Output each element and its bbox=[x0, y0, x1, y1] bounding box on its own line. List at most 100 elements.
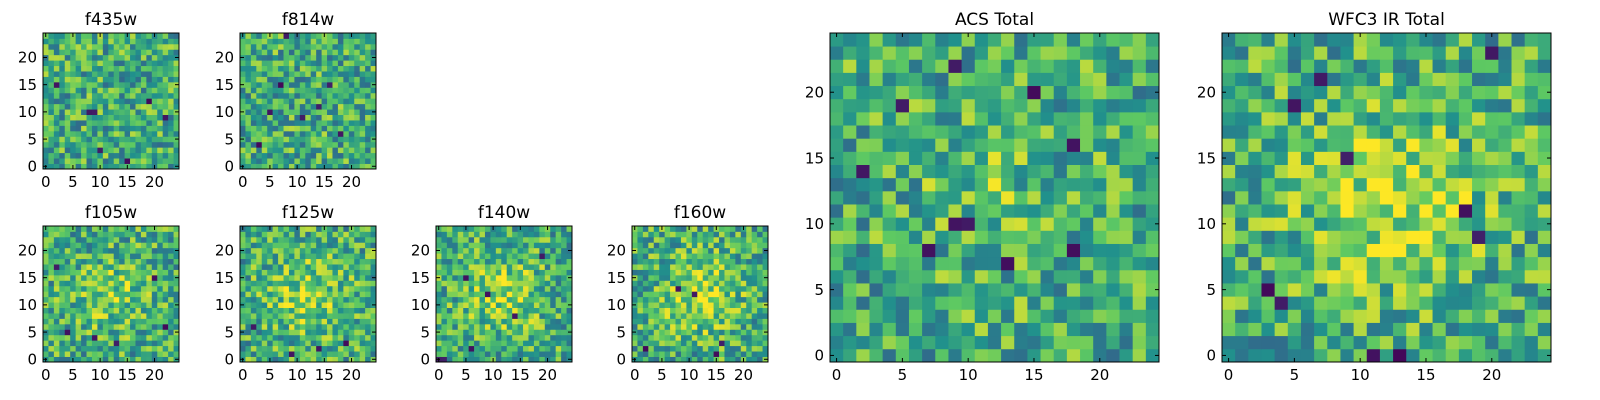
heatmap-cell bbox=[168, 291, 174, 298]
heatmap-cell bbox=[670, 351, 676, 357]
heatmap-cell bbox=[474, 345, 480, 352]
heatmap-cell bbox=[321, 92, 328, 99]
heatmap-cell bbox=[119, 54, 125, 61]
heatmap-cell bbox=[697, 307, 704, 314]
heatmap-cell bbox=[1458, 230, 1473, 244]
heatmap-cell bbox=[637, 280, 644, 287]
heatmap-cell bbox=[135, 291, 142, 298]
heatmap-cell bbox=[278, 163, 284, 170]
heatmap-cell bbox=[256, 291, 263, 298]
heatmap-cell bbox=[1314, 164, 1328, 179]
heatmap-cell bbox=[922, 348, 936, 363]
heatmap-cell bbox=[245, 71, 252, 77]
heatmap-cell bbox=[517, 334, 524, 341]
heatmap-cell bbox=[1235, 177, 1249, 192]
heatmap-cell bbox=[550, 313, 557, 319]
heatmap-cell bbox=[1353, 296, 1368, 310]
heatmap-cell bbox=[86, 285, 93, 292]
heatmap-cell bbox=[1066, 151, 1081, 165]
heatmap-cell bbox=[86, 356, 93, 363]
heatmap-cell bbox=[637, 334, 644, 341]
heatmap-cell bbox=[895, 177, 910, 192]
heatmap-cell bbox=[305, 109, 312, 115]
heatmap-cell bbox=[1248, 256, 1262, 271]
heatmap-cell bbox=[256, 247, 263, 254]
heatmap-cell bbox=[130, 71, 136, 77]
heatmap-cell bbox=[544, 247, 551, 254]
heatmap-cell bbox=[102, 81, 109, 88]
heatmap-cell bbox=[517, 264, 524, 270]
heatmap-cell bbox=[168, 247, 174, 254]
heatmap-cell bbox=[151, 43, 158, 50]
heatmap-cell bbox=[490, 274, 497, 281]
heatmap-cell bbox=[124, 65, 131, 72]
heatmap-cell bbox=[288, 285, 295, 292]
heatmap-cell bbox=[272, 313, 279, 319]
heatmap-cell bbox=[327, 340, 333, 347]
heatmap-cell bbox=[642, 247, 649, 254]
heatmap-cell bbox=[256, 269, 263, 276]
heatmap-cell bbox=[157, 125, 164, 132]
heatmap-cell bbox=[729, 351, 736, 357]
heatmap-cell bbox=[1001, 269, 1015, 284]
heatmap-cell bbox=[75, 103, 82, 110]
heatmap-cell bbox=[702, 356, 709, 363]
heatmap-cell bbox=[91, 114, 98, 121]
heatmap-cell bbox=[474, 264, 480, 270]
heatmap-cell bbox=[135, 98, 142, 105]
heatmap-cell bbox=[708, 356, 714, 363]
heatmap-cell bbox=[59, 274, 66, 281]
heatmap-cell bbox=[97, 125, 104, 132]
heatmap-cell bbox=[75, 92, 82, 99]
heatmap-cell bbox=[267, 103, 274, 110]
heatmap-cell bbox=[348, 264, 355, 270]
heatmap-cell bbox=[1040, 85, 1055, 100]
heatmap-cell bbox=[1001, 348, 1015, 363]
heatmap-cell bbox=[550, 258, 557, 265]
heatmap-cell bbox=[162, 130, 169, 137]
heatmap-cell bbox=[261, 242, 268, 249]
heatmap-cell bbox=[501, 313, 508, 319]
heatmap-cell bbox=[740, 258, 747, 265]
heatmap-cell bbox=[64, 285, 71, 292]
heatmap-cell bbox=[250, 158, 257, 164]
heatmap-cell bbox=[935, 230, 949, 244]
heatmap-cell bbox=[1040, 335, 1055, 350]
heatmap-cell bbox=[327, 236, 333, 243]
heatmap-cell bbox=[528, 236, 535, 243]
heatmap-cell bbox=[762, 313, 769, 319]
heatmap-cell bbox=[327, 98, 333, 105]
heatmap-cell bbox=[948, 164, 962, 179]
heatmap-cell bbox=[321, 43, 328, 50]
heatmap-cell bbox=[1053, 243, 1068, 258]
heatmap-cell bbox=[327, 329, 333, 336]
heatmap-cell bbox=[278, 329, 284, 336]
heatmap-cell bbox=[495, 323, 502, 330]
heatmap-cell bbox=[86, 242, 93, 249]
heatmap-cell bbox=[1080, 85, 1094, 100]
heatmap-cell bbox=[1498, 256, 1512, 271]
heatmap-cell bbox=[283, 231, 290, 238]
heatmap-cell bbox=[48, 226, 55, 232]
heatmap-cell bbox=[108, 285, 115, 292]
heatmap-cell bbox=[321, 125, 328, 132]
heatmap-cell bbox=[1132, 111, 1147, 126]
heatmap-cell bbox=[299, 81, 306, 88]
heatmap-cell bbox=[327, 269, 333, 276]
heatmap-cell bbox=[250, 152, 257, 159]
heatmap-cell bbox=[1366, 256, 1381, 271]
heatmap-cell bbox=[724, 351, 731, 357]
heatmap-cell bbox=[746, 296, 753, 303]
heatmap-cell bbox=[830, 59, 844, 73]
heatmap-cell bbox=[724, 269, 731, 276]
heatmap-cell bbox=[332, 264, 339, 270]
heatmap-cell bbox=[102, 163, 109, 170]
heatmap-cell bbox=[1040, 309, 1055, 323]
heatmap-cell bbox=[830, 98, 844, 113]
heatmap-cell bbox=[97, 323, 104, 330]
heatmap-cell bbox=[365, 247, 371, 254]
heatmap-cell bbox=[1458, 309, 1473, 323]
heatmap-cell bbox=[370, 236, 377, 243]
heatmap-cell bbox=[250, 163, 257, 170]
